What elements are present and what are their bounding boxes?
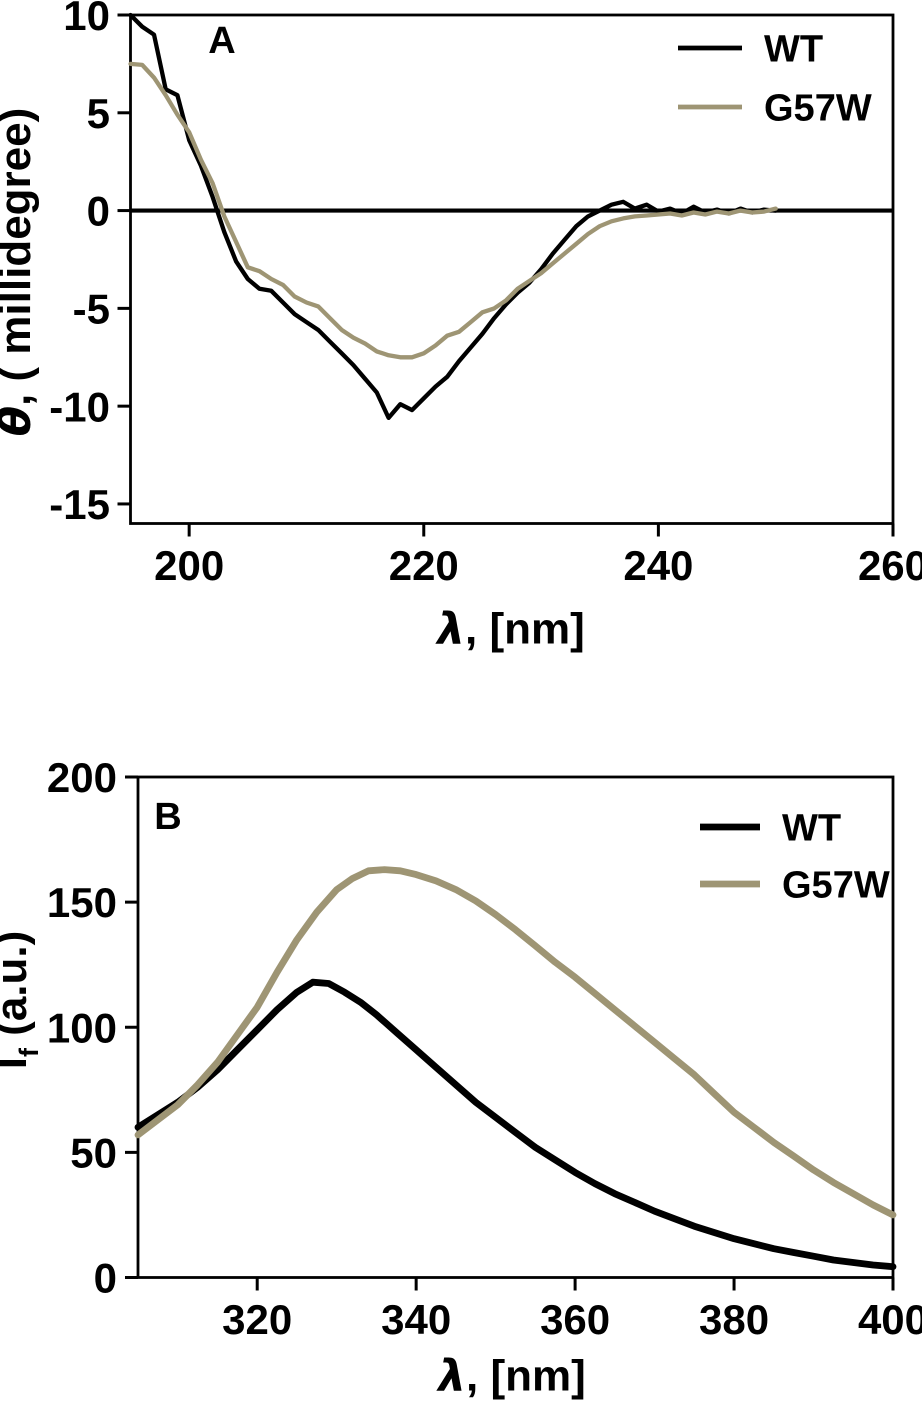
panel-b-y-tick-label-0: 0 bbox=[94, 1255, 117, 1302]
panel-b-x-axis-label: λ, [nm] bbox=[436, 1350, 586, 1401]
panel-b-x-tick-label-360: 360 bbox=[540, 1296, 610, 1343]
label-segment: f bbox=[14, 1047, 44, 1057]
panel-b-y-tick-label-150: 150 bbox=[47, 879, 117, 926]
panel-a-y-tick-label--5: -5 bbox=[73, 285, 110, 332]
label-segment: 400 bbox=[858, 1296, 922, 1343]
label-segment: , ( millidegree) bbox=[0, 108, 40, 406]
panel-b-x-tick-label-340: 340 bbox=[381, 1296, 451, 1343]
panel-b-y-axis-label: If (a.u.) bbox=[0, 931, 44, 1070]
panel-b-curve-g57w bbox=[134, 866, 897, 1219]
panel-a-panel-letter: A bbox=[208, 20, 235, 62]
panel-b-y-tick-label-100: 100 bbox=[47, 1004, 117, 1051]
panel-a-y-tick-label-0: 0 bbox=[87, 188, 110, 235]
label-segment: A bbox=[208, 20, 235, 62]
label-segment: 100 bbox=[47, 1004, 117, 1051]
label-segment: 5 bbox=[87, 90, 110, 137]
panel-a-x-tick-label-220: 220 bbox=[389, 542, 459, 589]
panel-a-curve-wt bbox=[128, 12, 778, 421]
label-segment: , [nm] bbox=[465, 604, 585, 653]
label-segment: 380 bbox=[699, 1296, 769, 1343]
label-segment: 200 bbox=[154, 542, 224, 589]
label-segment: B bbox=[154, 796, 181, 838]
label-segment: G57W bbox=[782, 864, 890, 906]
panel-a-plot-border bbox=[129, 13, 895, 525]
panel-b-x-tick-label-320: 320 bbox=[222, 1296, 292, 1343]
label-segment: λ bbox=[436, 1350, 466, 1401]
label-segment: 200 bbox=[47, 754, 117, 801]
panel-a-x-axis-label: λ, [nm] bbox=[435, 603, 585, 654]
label-segment: -5 bbox=[73, 285, 110, 332]
panel-b-legend-label-g57w: G57W bbox=[782, 864, 890, 906]
label-segment: θ bbox=[0, 406, 41, 436]
label-segment: 10 bbox=[63, 0, 110, 39]
panel-a-curve-g57w bbox=[128, 61, 778, 360]
label-segment: 360 bbox=[540, 1296, 610, 1343]
panel-a-legend-label-g57w: G57W bbox=[764, 87, 872, 129]
panel-b-plot-border bbox=[136, 775, 895, 1279]
panel-b-legend-label-wt: WT bbox=[782, 807, 841, 849]
panel-a-y-axis-label: θ, ( millidegree) bbox=[0, 108, 41, 437]
label-segment: 50 bbox=[70, 1129, 117, 1176]
label-segment: -15 bbox=[49, 481, 110, 528]
panel-b-x-tick-label-400: 400 bbox=[858, 1296, 922, 1343]
panel-b-curve-wt bbox=[134, 978, 897, 1271]
panel-b-panel-letter: B bbox=[154, 796, 181, 838]
panel-a-x-tick-label-260: 260 bbox=[858, 542, 922, 589]
label-segment: 320 bbox=[222, 1296, 292, 1343]
label-segment: 0 bbox=[87, 188, 110, 235]
panel-b-y-tick-label-200: 200 bbox=[47, 754, 117, 801]
label-segment: 0 bbox=[94, 1255, 117, 1302]
panel-a-x-tick-label-200: 200 bbox=[154, 542, 224, 589]
label-segment: , [nm] bbox=[466, 1351, 586, 1400]
panel-a-y-tick-label--15: -15 bbox=[49, 481, 110, 528]
label-segment: 150 bbox=[47, 879, 117, 926]
panel-a-x-tick-label-240: 240 bbox=[623, 542, 693, 589]
label-segment: G57W bbox=[764, 87, 872, 129]
label-segment: -10 bbox=[49, 383, 110, 430]
label-segment: 340 bbox=[381, 1296, 451, 1343]
panel-a-y-tick-label--10: -10 bbox=[49, 383, 110, 430]
label-segment: WT bbox=[782, 807, 841, 849]
label-segment: 260 bbox=[858, 542, 922, 589]
panel-a-legend-label-wt: WT bbox=[764, 28, 823, 70]
label-segment: (a.u.) bbox=[0, 931, 36, 1048]
label-segment: 220 bbox=[389, 542, 459, 589]
panel-a-y-tick-label-5: 5 bbox=[87, 90, 110, 137]
label-segment: λ bbox=[435, 603, 465, 654]
label-segment: 240 bbox=[623, 542, 693, 589]
panel-a-y-tick-label-10: 10 bbox=[63, 0, 110, 39]
label-segment: I bbox=[0, 1057, 36, 1069]
panel-b-x-tick-label-380: 380 bbox=[699, 1296, 769, 1343]
panel-b-y-tick-label-50: 50 bbox=[70, 1129, 117, 1176]
label-segment: WT bbox=[764, 28, 823, 70]
